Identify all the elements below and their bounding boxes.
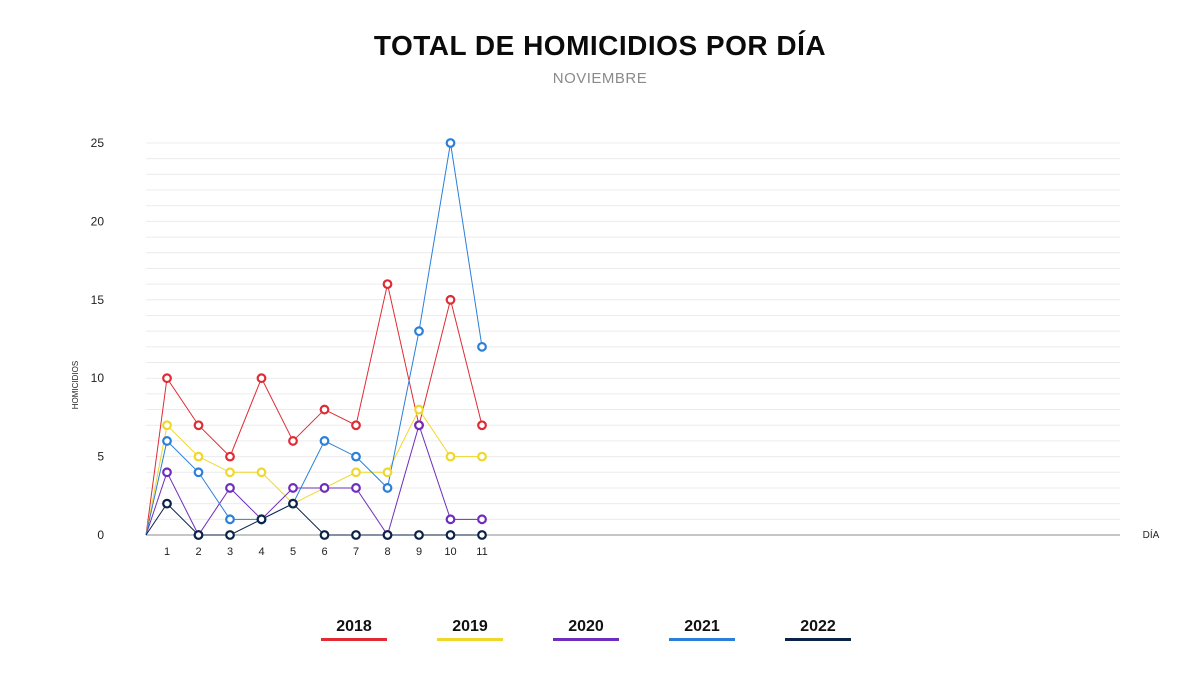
data-point-2019 [445, 451, 456, 462]
legend-swatch [321, 638, 387, 641]
legend-label: 2022 [800, 618, 836, 635]
data-point-2022 [477, 530, 487, 540]
data-point-2019 [351, 467, 361, 478]
x-tick-label: 4 [258, 546, 264, 558]
series-line-2021 [145, 142, 483, 536]
data-point-2022 [288, 498, 298, 509]
data-point-2022 [445, 530, 456, 540]
y-axis-label: HOMICIDIOS [71, 361, 80, 409]
legend-item-2019: 2019 [437, 618, 503, 641]
legend-item-2020: 2020 [553, 618, 619, 641]
data-point-2022 [162, 498, 172, 509]
data-point-2018 [225, 451, 235, 462]
data-point-2019 [225, 467, 235, 478]
data-point-2021 [351, 451, 361, 462]
data-point-2021 [477, 341, 487, 352]
x-tick-label: 3 [227, 546, 233, 558]
data-point-2018 [193, 420, 204, 431]
data-point-2020 [351, 483, 361, 493]
data-point-2021 [414, 326, 424, 337]
x-tick-label: 7 [353, 546, 359, 558]
legend-label: 2019 [452, 618, 488, 635]
data-point-2018 [477, 420, 487, 431]
legend-swatch [553, 638, 619, 641]
data-point-2018 [288, 436, 298, 446]
data-point-2020 [319, 483, 330, 493]
data-point-2020 [477, 514, 487, 525]
legend-swatch [785, 638, 851, 641]
data-point-2022 [414, 530, 424, 540]
series-line-2022 [145, 502, 482, 536]
data-point-2020 [445, 514, 456, 525]
x-tick-label: 5 [290, 546, 296, 558]
x-tick-label: 6 [321, 546, 327, 558]
legend-label: 2018 [336, 618, 372, 635]
data-point-2021 [382, 483, 393, 493]
legend-item-2021: 2021 [669, 618, 735, 641]
legend-swatch [669, 638, 735, 641]
data-point-2019 [193, 451, 204, 462]
data-point-2018 [162, 373, 172, 384]
legend-swatch [437, 638, 503, 641]
legend-item-2018: 2018 [321, 618, 387, 641]
x-tick-label: 11 [476, 546, 487, 558]
x-tick-label: 10 [444, 546, 456, 558]
data-point-2021 [445, 138, 456, 148]
data-point-2018 [382, 279, 393, 290]
data-point-2018 [256, 373, 267, 384]
y-tick-label: 15 [91, 293, 105, 307]
y-tick-label: 0 [97, 528, 104, 542]
data-point-2022 [256, 514, 267, 525]
data-point-2021 [162, 436, 172, 446]
x-tick-label: 2 [195, 546, 201, 558]
legend-label: 2020 [568, 618, 604, 635]
data-point-2021 [225, 514, 235, 525]
series-line-2019 [145, 408, 482, 536]
x-tick-label: 9 [416, 546, 422, 558]
x-tick-label: 1 [164, 546, 170, 558]
data-point-2019 [256, 467, 267, 478]
series-line-2018 [145, 284, 483, 536]
data-point-2022 [225, 530, 235, 540]
x-tick-label: 8 [384, 546, 390, 558]
chart-subtitle: NOVIEMBRE [552, 70, 648, 87]
y-tick-label: 10 [91, 371, 105, 385]
data-point-2020 [288, 483, 298, 493]
data-point-2022 [382, 530, 393, 540]
data-point-2018 [319, 404, 330, 415]
data-point-2021 [193, 467, 204, 478]
data-point-2019 [414, 404, 424, 415]
data-point-2022 [319, 530, 330, 540]
data-point-2021 [319, 436, 330, 446]
data-point-2019 [382, 467, 393, 478]
data-point-2020 [225, 483, 235, 493]
x-axis-label: DÍA [1143, 528, 1160, 541]
data-point-2020 [414, 420, 424, 431]
series-line-2020 [145, 423, 482, 537]
data-point-2020 [162, 467, 172, 478]
data-point-2018 [351, 420, 361, 431]
y-tick-label: 5 [97, 450, 104, 464]
y-tick-label: 25 [91, 136, 105, 150]
y-tick-label: 20 [91, 214, 105, 228]
legend-item-2022: 2022 [785, 618, 851, 641]
data-point-2022 [351, 530, 361, 540]
chart-title: TOTAL DE HOMICIDIOS POR DÍA [373, 30, 827, 61]
data-point-2018 [445, 294, 456, 305]
data-point-2022 [193, 530, 204, 540]
data-point-2019 [477, 451, 487, 462]
legend-label: 2021 [684, 618, 720, 635]
data-point-2019 [162, 420, 172, 431]
